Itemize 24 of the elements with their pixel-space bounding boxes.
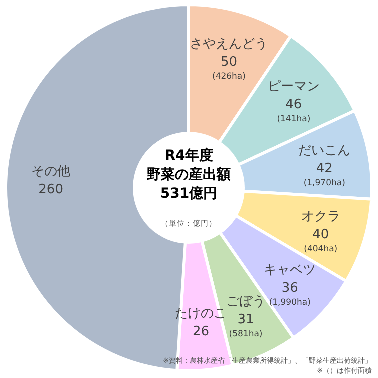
data-label: 42 [316,161,333,176]
text: (1,970ha) [304,178,346,188]
slice-label: その他 [32,164,71,180]
slice-label: たけのこ [175,306,228,322]
slice-label: ごぼう [226,294,266,310]
text: R4年度野菜の産出額 [147,147,231,183]
slice-label: オクラ [301,210,340,225]
text: (404ha) [304,244,338,255]
text: (426ha) [212,72,246,82]
data-label: 26 [192,324,210,340]
data-label: 50 [220,54,238,70]
data-label: 36 [282,280,298,296]
data-label: 31 [238,312,254,328]
text: (1,990ha) [269,298,311,308]
data-label: 46 [286,97,302,112]
text: (141ha) [277,114,311,124]
text: (581ha) [229,330,263,340]
text: 531億円 [160,185,218,202]
slice-label: さやえんどう [190,36,268,52]
data-label: 40 [312,228,330,243]
slice-label: だいこん [298,143,351,158]
slice-label: ピーマン [268,79,320,94]
slice-label: キャベツ [264,262,316,278]
data-label: 260 [38,182,64,198]
